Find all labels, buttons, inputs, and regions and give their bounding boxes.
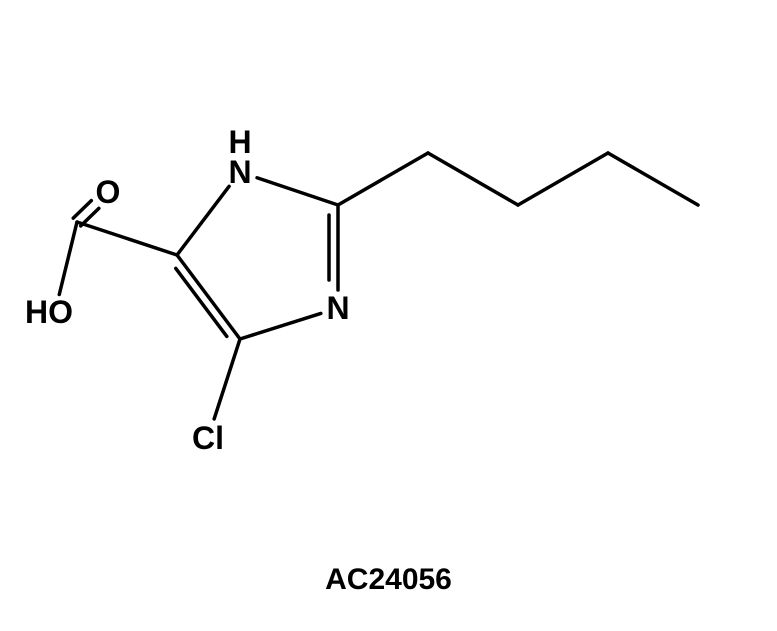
compound-id: AC24056 xyxy=(325,563,452,597)
atom-O8: O xyxy=(96,176,121,208)
molecule-figure: NHNClHOO AC24056 xyxy=(0,0,777,631)
atom-N1: N xyxy=(228,156,251,188)
atom-N3: N xyxy=(326,292,349,324)
bond-layer xyxy=(0,0,777,631)
atom-N1-H: H xyxy=(228,126,251,158)
atom-O7: HO xyxy=(25,296,73,328)
atom-Cl: Cl xyxy=(192,422,224,454)
